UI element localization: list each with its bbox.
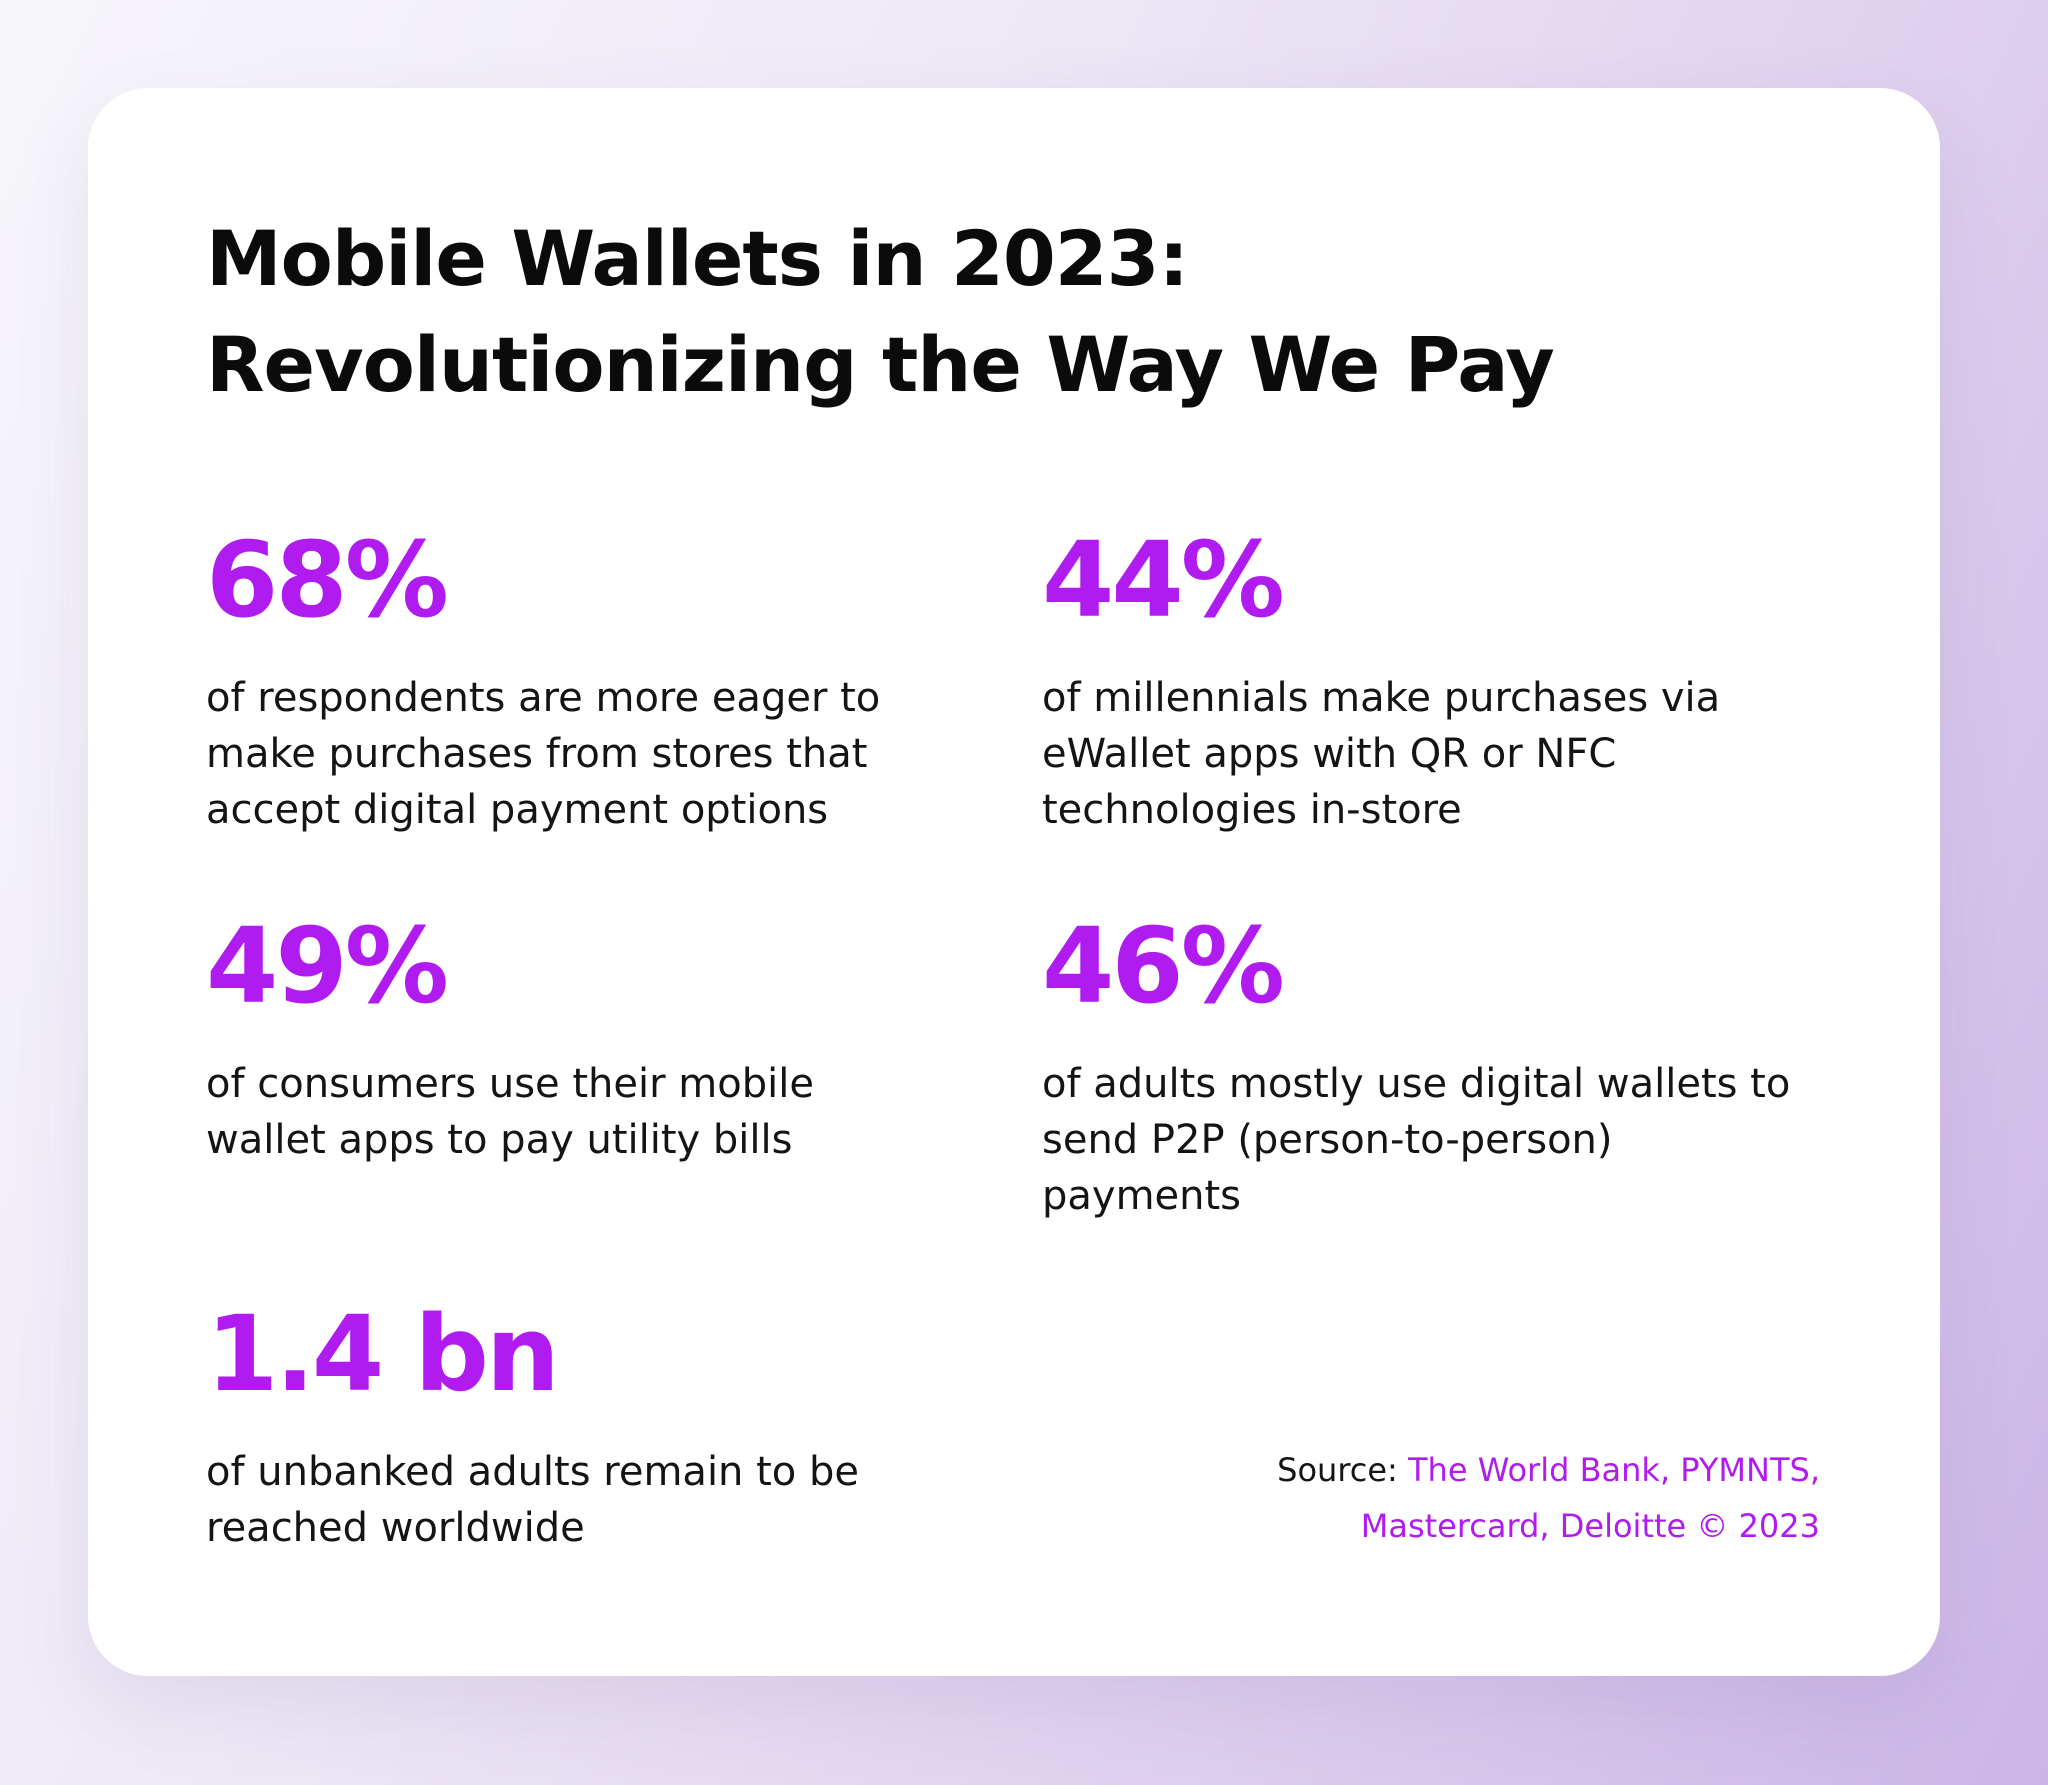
stat-description: of consumers use their mobile wallet app… xyxy=(206,1056,966,1168)
source-line-1: Source: The World Bank, PYMNTS, xyxy=(1277,1442,1820,1498)
stat-description-line: of respondents are more eager to xyxy=(206,675,881,721)
stat-value: 1.4 bn xyxy=(206,1293,560,1415)
stat-description-line: reached worldwide xyxy=(206,1505,585,1551)
title-line-1: Mobile Wallets in 2023: xyxy=(206,214,1189,303)
stat-value: 49% xyxy=(206,905,449,1027)
stat-value: 44% xyxy=(1042,519,1285,641)
stat-description: of unbanked adults remain to be reached … xyxy=(206,1444,966,1556)
infographic-card: Mobile Wallets in 2023: Revolutionizing … xyxy=(88,88,1940,1676)
stat-description-line: of millennials make purchases via xyxy=(1042,675,1721,721)
source-names-2: Mastercard, Deloitte © 2023 xyxy=(1360,1507,1820,1545)
stat-description-line: make purchases from stores that xyxy=(206,731,868,777)
source-names-1: The World Bank, PYMNTS, xyxy=(1408,1451,1820,1489)
stat-description-line: payments xyxy=(1042,1173,1242,1219)
stat-description-line: accept digital payment options xyxy=(206,787,829,833)
stat-description-line: wallet apps to pay utility bills xyxy=(206,1117,793,1163)
stat-description-line: eWallet apps with QR or NFC xyxy=(1042,731,1617,777)
stat-description: of respondents are more eager to make pu… xyxy=(206,670,966,838)
page-title: Mobile Wallets in 2023: Revolutionizing … xyxy=(206,206,1555,418)
stat-description: of adults mostly use digital wallets to … xyxy=(1042,1056,1802,1224)
stat-block-unbanked: 1.4 bn of unbanked adults remain to be r… xyxy=(206,1294,966,1556)
stat-description: of millennials make purchases via eWalle… xyxy=(1042,670,1802,838)
stat-description-line: of consumers use their mobile xyxy=(206,1061,814,1107)
stat-value: 46% xyxy=(1042,905,1285,1027)
source-credit: Source: The World Bank, PYMNTS, Masterca… xyxy=(1277,1442,1820,1554)
stat-description-line: send P2P (person-to-person) xyxy=(1042,1117,1613,1163)
stat-value: 68% xyxy=(206,519,449,641)
stat-block-consumers: 49% of consumers use their mobile wallet… xyxy=(206,906,966,1168)
stat-description-line: of adults mostly use digital wallets to xyxy=(1042,1061,1791,1107)
stat-block-respondents: 68% of respondents are more eager to mak… xyxy=(206,520,966,838)
stat-block-millennials: 44% of millennials make purchases via eW… xyxy=(1042,520,1802,838)
stat-description-line: of unbanked adults remain to be xyxy=(206,1449,859,1495)
stat-block-adults: 46% of adults mostly use digital wallets… xyxy=(1042,906,1802,1224)
stat-description-line: technologies in-store xyxy=(1042,787,1462,833)
title-line-2: Revolutionizing the Way We Pay xyxy=(206,320,1555,409)
source-label: Source: xyxy=(1277,1451,1408,1489)
